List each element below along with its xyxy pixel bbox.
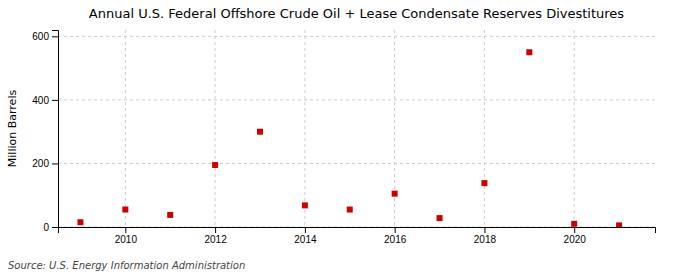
y-axis-tick-mark [52, 227, 58, 228]
point [302, 202, 308, 208]
points [77, 49, 622, 227]
point [392, 191, 398, 197]
y-axis-tick-label: 200 [32, 158, 49, 169]
x-axis-tick: 2012 [204, 227, 227, 245]
x-axis-tick-mark [395, 227, 396, 233]
x-axis-tick: 2020 [564, 227, 587, 245]
x-axis-tick-label: 2010 [115, 234, 138, 245]
x-axis-tick-label: 2018 [474, 234, 497, 245]
y-axis-tick-label: 400 [32, 95, 49, 106]
title: Annual U.S. Federal Offshore Crude Oil +… [89, 6, 625, 21]
point [167, 212, 173, 218]
point [347, 207, 353, 213]
point [77, 219, 83, 225]
y-axis-tick-mark [52, 163, 58, 164]
x-axis-tick: 2014 [294, 227, 317, 245]
x-axis-tick-label: 2020 [564, 234, 587, 245]
grid-line-y [58, 99, 655, 100]
y-axis-tick: 200 [32, 158, 58, 169]
x-axis-tick-label: 2016 [384, 234, 407, 245]
y-axis-tick-mark [52, 100, 58, 101]
point [122, 207, 128, 213]
x-axis-tick-mark [484, 227, 485, 233]
grid-line-x [484, 30, 485, 227]
grid [58, 30, 655, 227]
y-axis-tick-label: 0 [43, 222, 49, 233]
x-axis-tick: 2010 [115, 227, 138, 245]
y-axis-tick: 400 [32, 95, 58, 106]
point [526, 49, 532, 55]
x-axis-tick-mark [215, 227, 216, 233]
x-axis-tick-label: 2012 [204, 234, 227, 245]
point [257, 129, 263, 135]
grid-line-x [394, 30, 395, 227]
y-axis-line [52, 31, 59, 228]
grid-line-x [125, 30, 126, 227]
point [212, 162, 218, 168]
grid-line-x [574, 30, 575, 227]
x-axis-tick-mark [305, 227, 306, 233]
y-axis-label: Million Barrels [6, 90, 19, 168]
x-axis-tick-label: 2014 [294, 234, 317, 245]
grid-line-y [58, 36, 655, 37]
point [437, 215, 443, 221]
y-axis: 0 200 400 600 [32, 31, 58, 233]
y-axis-tick-mark [52, 36, 58, 37]
x-axis-line [59, 228, 656, 234]
x-axis-tick-mark [574, 227, 575, 233]
x-axis-tick: 2016 [384, 227, 407, 245]
point [571, 221, 577, 227]
y-axis-tick-label: 600 [32, 31, 49, 42]
x-axis-tick: 2018 [474, 227, 497, 245]
y-axis-tick: 0 [43, 222, 58, 233]
x-axis-tick-mark [125, 227, 126, 233]
grid-line-x [304, 30, 305, 227]
chart: 2010 2012 2014 2016 2018 2020 0 200 400 600 Annual… [0, 0, 675, 275]
grid-line-x [215, 30, 216, 227]
y-axis-tick: 600 [32, 31, 58, 42]
x-axis: 2010 2012 2014 2016 2018 2020 [59, 227, 656, 245]
point [616, 222, 622, 227]
grid-line-y [58, 163, 655, 164]
plot-area: 2010 2012 2014 2016 2018 2020 0 200 400 600 [32, 30, 655, 245]
source: Source: U.S. Energy Information Administ… [8, 260, 245, 271]
point [481, 180, 487, 186]
